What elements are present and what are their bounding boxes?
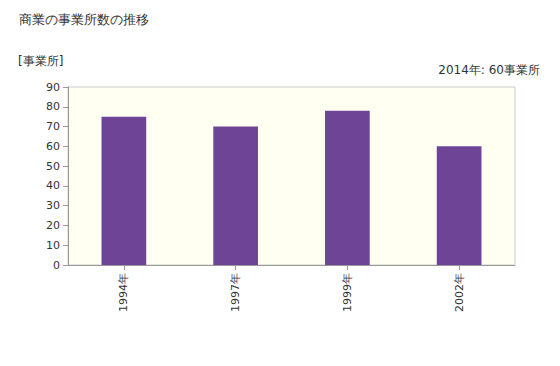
svg-text:80: 80 bbox=[46, 100, 60, 113]
svg-text:2002年: 2002年 bbox=[453, 273, 466, 312]
svg-text:[事業所]: [事業所] bbox=[18, 54, 63, 68]
svg-text:1999年: 1999年 bbox=[341, 273, 354, 312]
svg-text:90: 90 bbox=[46, 81, 60, 94]
svg-text:10: 10 bbox=[46, 239, 60, 252]
svg-text:1997年: 1997年 bbox=[229, 273, 242, 312]
svg-text:40: 40 bbox=[46, 179, 60, 192]
svg-text:商業の事業所数の推移: 商業の事業所数の推移 bbox=[19, 12, 149, 27]
svg-text:2014年: 60事業所: 2014年: 60事業所 bbox=[438, 63, 540, 77]
svg-text:50: 50 bbox=[46, 160, 60, 173]
svg-text:1994年: 1994年 bbox=[117, 273, 130, 312]
svg-text:70: 70 bbox=[46, 120, 60, 133]
svg-text:30: 30 bbox=[46, 199, 60, 212]
svg-text:60: 60 bbox=[46, 140, 60, 153]
svg-text:0: 0 bbox=[53, 259, 60, 272]
svg-text:20: 20 bbox=[46, 219, 60, 232]
